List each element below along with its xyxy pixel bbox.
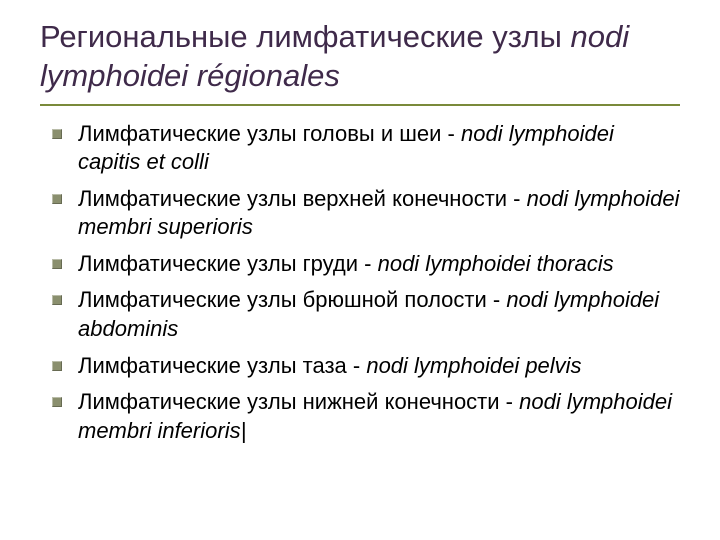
item-latin: nodi lymphoidei pelvis	[366, 353, 581, 378]
list-item: Лимфатические узлы брюшной полости - nod…	[50, 286, 680, 343]
slide: Региональные лимфатические узлы nodi lym…	[0, 0, 720, 540]
list-item: Лимфатические узлы нижней конечности - n…	[50, 388, 680, 445]
title-ru: Региональные лимфатические узлы	[40, 19, 571, 54]
item-ru: Лимфатические узлы брюшной полости -	[78, 287, 506, 312]
list-item: Лимфатические узлы груди - nodi lymphoid…	[50, 250, 680, 279]
slide-title: Региональные лимфатические узлы nodi lym…	[40, 18, 680, 106]
list-item: Лимфатические узлы головы и шеи - nodi l…	[50, 120, 680, 177]
item-ru: Лимфатические узлы головы и шеи -	[78, 121, 461, 146]
item-ru: Лимфатические узлы таза -	[78, 353, 366, 378]
list-item: Лимфатические узлы верхней конечности - …	[50, 185, 680, 242]
list-item: Лимфатические узлы таза - nodi lymphoide…	[50, 352, 680, 381]
item-ru: Лимфатические узлы верхней конечности -	[78, 186, 527, 211]
item-ru: Лимфатические узлы груди -	[78, 251, 378, 276]
item-latin: nodi lymphoidei thoracis	[378, 251, 614, 276]
bullet-list: Лимфатические узлы головы и шеи - nodi l…	[40, 120, 680, 446]
item-ru: Лимфатические узлы нижней конечности -	[78, 389, 519, 414]
